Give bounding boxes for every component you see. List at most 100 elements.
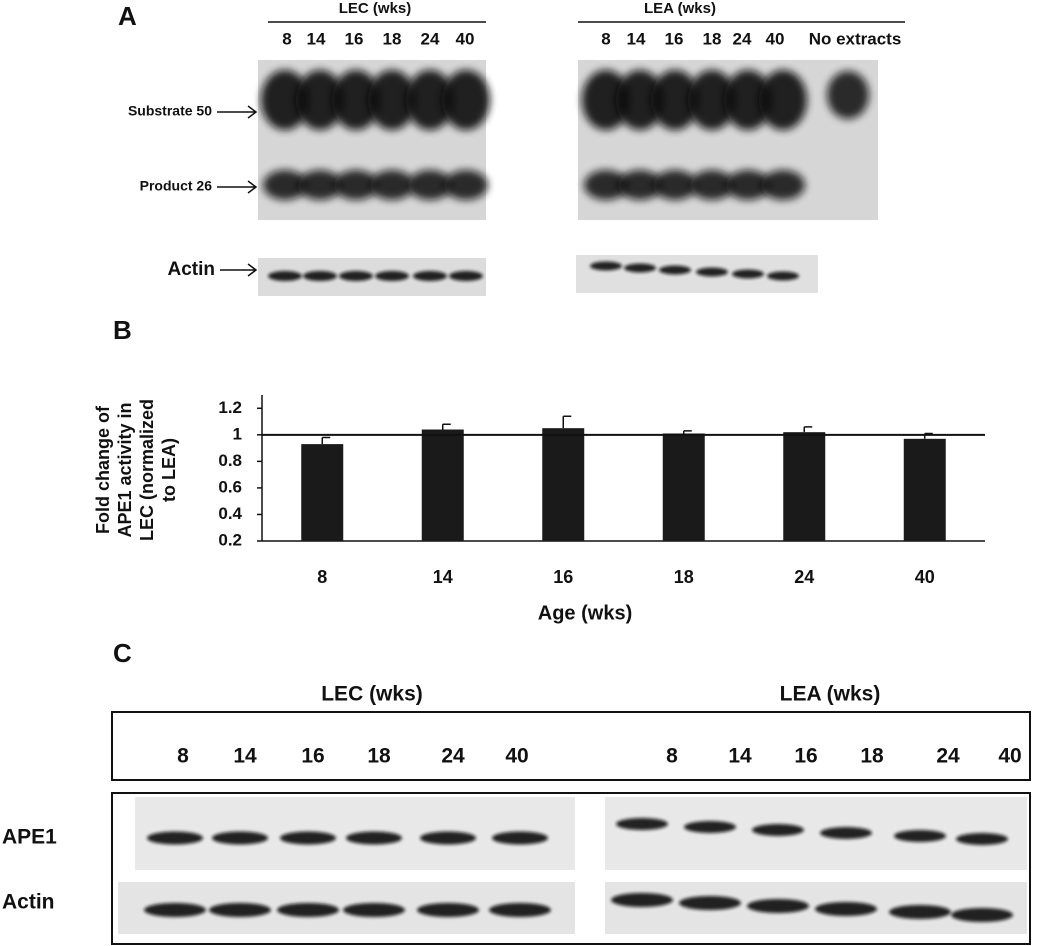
band bbox=[375, 271, 409, 281]
lane-label: 18 bbox=[703, 29, 722, 48]
blot bbox=[605, 797, 1027, 870]
band bbox=[767, 271, 799, 281]
x-tick-label: 40 bbox=[915, 567, 935, 587]
blot-box bbox=[111, 792, 1031, 945]
band bbox=[489, 903, 551, 917]
band bbox=[684, 821, 736, 833]
band bbox=[688, 70, 736, 130]
band-label: Substrate 50 bbox=[128, 103, 212, 119]
lane-label: 14 bbox=[728, 745, 752, 768]
band bbox=[368, 70, 416, 130]
lane-label: 24 bbox=[733, 29, 752, 48]
band bbox=[696, 267, 728, 277]
bar bbox=[903, 438, 946, 541]
band bbox=[889, 905, 951, 919]
lane-label: 18 bbox=[383, 29, 402, 48]
band bbox=[417, 903, 479, 917]
band bbox=[820, 827, 872, 839]
band bbox=[732, 269, 764, 279]
y-tick-label: 1.2 bbox=[218, 398, 242, 417]
band bbox=[144, 903, 206, 917]
lane-label: 18 bbox=[860, 745, 884, 768]
lane-label: 14 bbox=[627, 29, 646, 48]
band bbox=[370, 170, 414, 200]
lane-label: No extracts bbox=[809, 29, 902, 48]
y-tick-label: 0.6 bbox=[218, 477, 242, 496]
lane-label: 40 bbox=[766, 29, 785, 48]
header: LEC (wks) bbox=[321, 683, 423, 706]
error-bar bbox=[442, 423, 451, 430]
lane-box bbox=[111, 711, 1031, 781]
x-tick-label: 16 bbox=[553, 567, 573, 587]
band bbox=[406, 70, 454, 130]
lane-label: 16 bbox=[794, 745, 817, 768]
lane-label: 14 bbox=[307, 29, 326, 48]
band bbox=[690, 170, 734, 200]
band bbox=[413, 271, 447, 281]
band bbox=[827, 71, 869, 119]
arrows bbox=[217, 105, 258, 277]
band bbox=[611, 893, 673, 907]
panel-label: C bbox=[113, 638, 132, 668]
band bbox=[624, 263, 656, 273]
y-tick-label: 0.2 bbox=[218, 530, 242, 549]
bar bbox=[301, 444, 344, 541]
band bbox=[296, 70, 344, 130]
band bbox=[659, 265, 691, 275]
band bbox=[268, 271, 302, 281]
band bbox=[590, 261, 622, 271]
y-axis-label: to LEA) bbox=[159, 438, 179, 502]
lane-label: 24 bbox=[441, 745, 465, 768]
lane-label: 40 bbox=[456, 29, 475, 48]
band bbox=[420, 831, 476, 845]
band bbox=[653, 170, 697, 200]
x-tick-label: 8 bbox=[317, 567, 327, 587]
lane-label: 14 bbox=[233, 745, 257, 768]
band bbox=[726, 170, 770, 200]
band bbox=[582, 70, 630, 130]
lane-label: 18 bbox=[367, 745, 391, 768]
band bbox=[444, 170, 488, 200]
lane-label: 8 bbox=[601, 29, 610, 48]
bar bbox=[542, 428, 585, 541]
y-axis-label: APE1 activity in bbox=[115, 402, 135, 537]
band bbox=[616, 70, 664, 130]
band bbox=[334, 170, 378, 200]
error-bar bbox=[562, 415, 572, 429]
band bbox=[209, 903, 271, 917]
lane-label: 16 bbox=[301, 745, 324, 768]
error-bar bbox=[683, 430, 692, 434]
lane-label: 16 bbox=[345, 29, 364, 48]
band bbox=[618, 170, 662, 200]
panel-label: B bbox=[113, 315, 132, 345]
band bbox=[759, 70, 807, 130]
lane-label: 24 bbox=[421, 29, 440, 48]
band bbox=[492, 831, 548, 845]
lane-label: 40 bbox=[505, 745, 528, 768]
band bbox=[303, 271, 337, 281]
band bbox=[651, 70, 699, 130]
band-label: Product 26 bbox=[140, 178, 213, 194]
band bbox=[147, 831, 203, 845]
x-tick-label: 24 bbox=[794, 567, 814, 587]
y-tick-label: 0.8 bbox=[218, 451, 242, 470]
lane-label: 8 bbox=[666, 745, 678, 768]
band bbox=[815, 902, 877, 916]
band bbox=[956, 833, 1008, 845]
band bbox=[747, 899, 809, 913]
panel-label: A bbox=[118, 1, 137, 31]
band bbox=[752, 824, 804, 836]
lane-label: 40 bbox=[998, 745, 1021, 768]
band bbox=[679, 896, 741, 910]
band bbox=[346, 831, 402, 845]
band bbox=[263, 170, 307, 200]
band-label: Actin bbox=[168, 259, 216, 280]
lane-label: 24 bbox=[936, 745, 960, 768]
band bbox=[277, 903, 339, 917]
y-tick-label: 0.4 bbox=[218, 504, 242, 523]
band bbox=[212, 831, 268, 845]
band bbox=[761, 170, 805, 200]
y-axis-label: LEC (normalized bbox=[137, 399, 157, 541]
band bbox=[298, 170, 342, 200]
header: LEA (wks) bbox=[780, 683, 881, 706]
